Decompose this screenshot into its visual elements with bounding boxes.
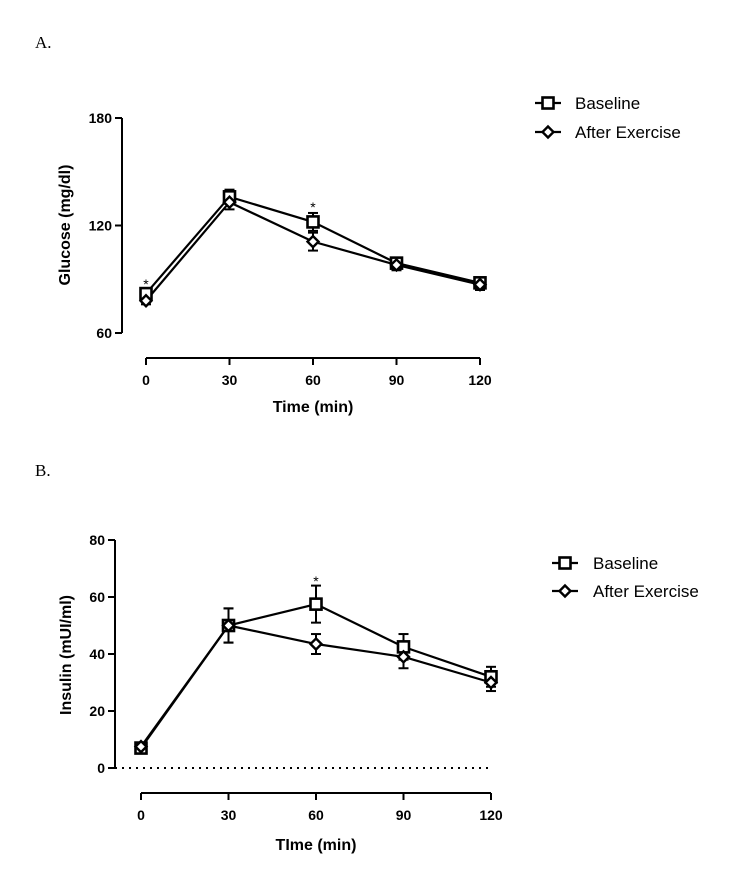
legend-marker-baseline-b <box>558 556 572 570</box>
legend-marker-baseline-a <box>541 96 555 110</box>
y-axis-title-b: Insulin (mUI/ml) <box>58 595 75 715</box>
y-tick-label-b: 40 <box>89 646 105 662</box>
y-tick-label-a: 60 <box>96 325 112 341</box>
y-tick-label-b: 80 <box>89 532 105 548</box>
x-tick-label-a: 0 <box>142 372 150 388</box>
data-point-after-exercise-b <box>483 675 499 690</box>
chart-panel-b: B. 0 20 40 60 80 0 30 60 90 120 TIme (min) Insulin … <box>35 461 699 854</box>
data-point-after-exercise-a <box>138 293 154 308</box>
x-tick-label-a: 90 <box>389 372 405 388</box>
x-tick-label-a: 120 <box>468 372 492 388</box>
data-point-after-exercise-a <box>305 234 321 249</box>
x-axis-title-b: TIme (min) <box>276 837 357 854</box>
data-point-after-exercise-b <box>308 636 324 652</box>
legend-label-baseline-b: Baseline <box>593 554 658 573</box>
y-tick-label-b: 20 <box>89 703 105 719</box>
x-tick-label-a: 30 <box>222 372 238 388</box>
significance-asterisk-b: * <box>313 573 319 589</box>
y-tick-label-b: 0 <box>97 760 105 776</box>
x-axis-title-a: Time (min) <box>273 399 354 416</box>
data-point-after-exercise-b <box>133 739 149 754</box>
legend-label-after-exercise-a: After Exercise <box>575 123 681 142</box>
data-point-after-exercise-a <box>389 257 404 273</box>
data-point-after-exercise-a <box>222 195 237 210</box>
x-tick-label-b: 0 <box>137 807 145 823</box>
x-tick-label-b: 60 <box>308 807 324 823</box>
x-tick-label-b: 30 <box>221 807 237 823</box>
data-point-after-exercise-b <box>396 649 411 665</box>
data-point-after-exercise-b <box>221 618 236 633</box>
data-point-baseline-b <box>309 597 323 611</box>
panel-label-b: B. <box>35 461 51 480</box>
significance-asterisk-a: * <box>310 199 316 215</box>
y-tick-label-b: 60 <box>89 589 105 605</box>
panel-label-a: A. <box>35 33 52 52</box>
y-tick-label-a: 180 <box>89 110 113 126</box>
x-tick-label-a: 60 <box>305 372 321 388</box>
chart-panel-a: A. 60 120 180 0 30 60 90 120 Time (min) Glucose (… <box>35 33 681 416</box>
legend-label-baseline-a: Baseline <box>575 94 640 113</box>
y-axis-title-a: Glucose (mg/dl) <box>57 165 74 286</box>
data-point-after-exercise-a <box>472 277 488 292</box>
legend-label-after-exercise-b: After Exercise <box>593 582 699 601</box>
significance-asterisk-a: * <box>143 276 149 292</box>
data-point-baseline-a <box>306 215 320 229</box>
x-tick-label-b: 120 <box>479 807 503 823</box>
series-line-baseline-b <box>140 602 492 749</box>
legend-marker-after-exercise-a <box>540 124 556 140</box>
x-tick-label-b: 90 <box>396 807 412 823</box>
y-tick-label-a: 120 <box>89 218 113 234</box>
legend-marker-after-exercise-b <box>557 583 573 599</box>
